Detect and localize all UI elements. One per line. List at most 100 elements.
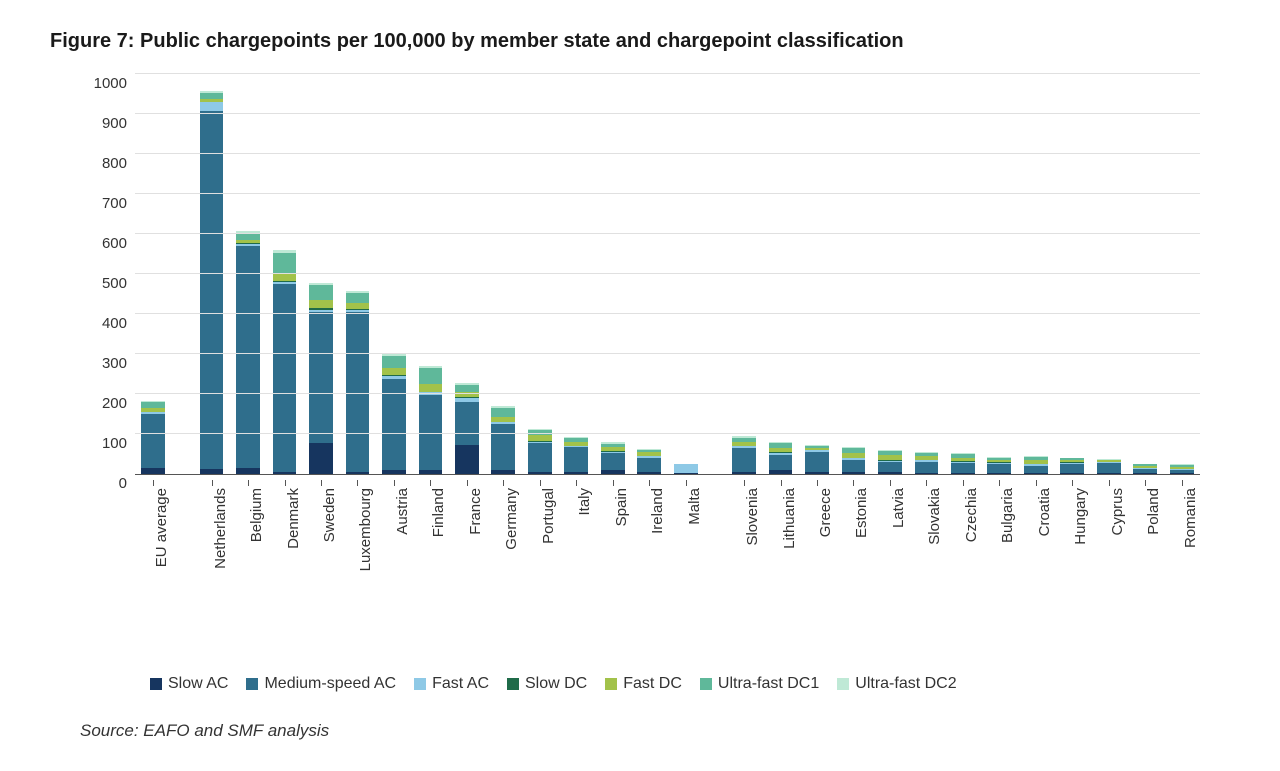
- stacked-bar: [637, 449, 661, 474]
- x-tick: [853, 480, 854, 486]
- x-tick-label: Hungary: [1072, 488, 1089, 545]
- bar-segment: [141, 468, 165, 474]
- bar-segment: [987, 464, 1011, 473]
- bar-segment: [878, 472, 902, 474]
- stacked-bar: [805, 445, 829, 474]
- bar-slot: [872, 75, 908, 474]
- bar-segment: [419, 470, 443, 474]
- x-tick: [1072, 480, 1073, 486]
- x-tick-label: Estonia: [853, 488, 870, 538]
- stacked-bar: [419, 366, 443, 474]
- stacked-bar: [455, 383, 479, 474]
- legend-swatch: [605, 678, 617, 690]
- bar-slot: [339, 75, 375, 474]
- x-tick-label: Latvia: [890, 488, 907, 528]
- legend-swatch: [150, 678, 162, 690]
- x-tick-label: Malta: [686, 488, 703, 525]
- bar-slot: [595, 75, 631, 474]
- x-tick: [1145, 480, 1146, 486]
- stacked-bar: [346, 291, 370, 474]
- x-tick-label: Finland: [430, 488, 447, 537]
- bar-segment: [1060, 464, 1084, 473]
- legend-label: Ultra-fast DC2: [855, 675, 956, 693]
- bar-slot: [835, 75, 871, 474]
- gridline: [135, 393, 1200, 394]
- legend-label: Fast AC: [432, 675, 489, 693]
- bars-container: [135, 75, 1200, 474]
- bar-segment: [951, 463, 975, 473]
- bar-slot: [1091, 75, 1127, 474]
- bar-segment: [1170, 473, 1194, 474]
- stacked-bar: [915, 452, 939, 474]
- x-tick: [153, 480, 154, 486]
- bar-segment: [805, 452, 829, 473]
- bar-segment: [491, 424, 515, 470]
- bar-segment: [236, 468, 260, 474]
- x-tick: [1182, 480, 1183, 486]
- x-tick-label: Belgium: [248, 488, 265, 542]
- bar-segment: [309, 300, 333, 308]
- x-tick: [430, 480, 431, 486]
- bar-slot: [799, 75, 835, 474]
- bar-segment: [674, 464, 698, 473]
- bar-segment: [564, 472, 588, 474]
- bar-segment: [419, 368, 443, 384]
- bar-segment: [637, 458, 661, 472]
- bar-segment: [273, 274, 297, 281]
- stacked-bar: [878, 450, 902, 474]
- x-tick: [285, 480, 286, 486]
- stacked-bar: [309, 283, 333, 474]
- stacked-bar: [1170, 464, 1194, 474]
- bar-slot: [1018, 75, 1054, 474]
- legend-item: Ultra-fast DC2: [837, 675, 956, 693]
- plot-area: [135, 75, 1200, 475]
- bar-segment: [200, 102, 224, 111]
- x-tick-label: Portugal: [540, 488, 557, 544]
- legend-item: Medium-speed AC: [246, 675, 396, 693]
- bar-slot: [266, 75, 302, 474]
- x-tick-label: Netherlands: [212, 488, 229, 569]
- x-tick: [926, 480, 927, 486]
- bar-segment: [732, 448, 756, 472]
- x-tick: [394, 480, 395, 486]
- bar-segment: [1024, 466, 1048, 473]
- bar-segment: [455, 385, 479, 392]
- bar-segment: [1097, 463, 1121, 473]
- bar-segment: [382, 356, 406, 368]
- x-tick-label: Cyprus: [1109, 488, 1126, 536]
- x-tick: [781, 480, 782, 486]
- bar-segment: [309, 443, 333, 474]
- stacked-bar: [951, 453, 975, 474]
- bar-segment: [769, 470, 793, 474]
- bar-segment: [200, 111, 224, 469]
- x-tick-label: Slovakia: [926, 488, 943, 545]
- stacked-bar: [987, 457, 1011, 474]
- bar-slot: [230, 75, 266, 474]
- bar-segment: [951, 473, 975, 474]
- bar-segment: [805, 472, 829, 474]
- bar-slot: [558, 75, 594, 474]
- bar-slot: [193, 75, 229, 474]
- legend-item: Ultra-fast DC1: [700, 675, 819, 693]
- x-tick-label: Bulgaria: [999, 488, 1016, 543]
- bar-segment: [1024, 473, 1048, 474]
- x-tick: [744, 480, 745, 486]
- bar-segment: [637, 472, 661, 474]
- legend-item: Fast DC: [605, 675, 682, 693]
- bar-segment: [915, 462, 939, 473]
- bar-segment: [528, 443, 552, 472]
- bar-slot: [485, 75, 521, 474]
- stacked-bar: [528, 429, 552, 474]
- x-tick-label: Poland: [1145, 488, 1162, 535]
- group-gap: [704, 75, 726, 474]
- x-tick: [357, 480, 358, 486]
- gridline: [135, 153, 1200, 154]
- gridline: [135, 73, 1200, 74]
- x-tick-label: Romania: [1182, 488, 1199, 548]
- bar-segment: [382, 368, 406, 375]
- stacked-bar: [1133, 464, 1157, 474]
- x-tick: [503, 480, 504, 486]
- x-tick: [649, 480, 650, 486]
- bar-segment: [1060, 473, 1084, 474]
- stacked-bar: [491, 406, 515, 474]
